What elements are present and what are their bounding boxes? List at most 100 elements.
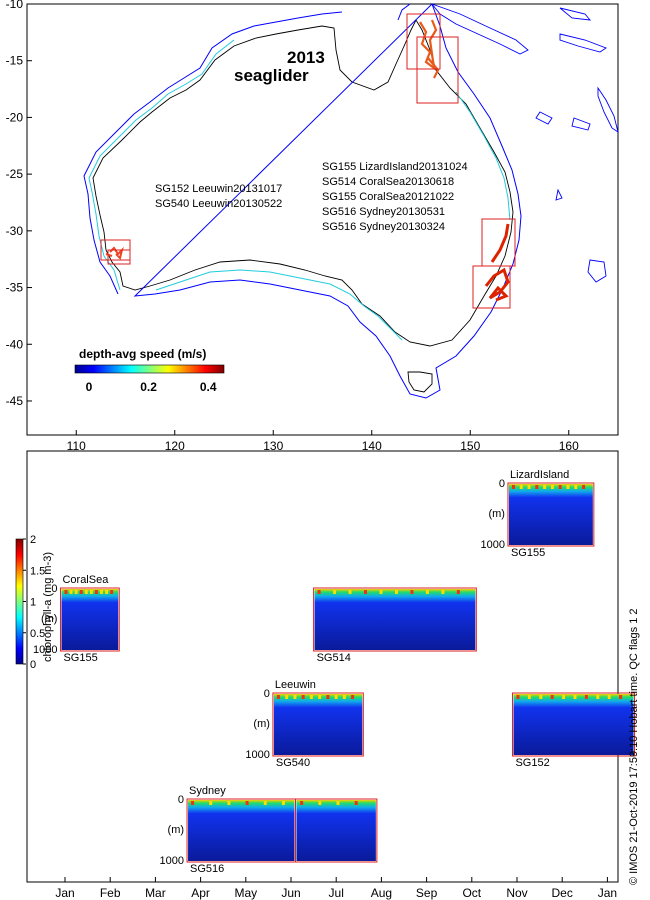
- section-region-label: LizardIsland: [510, 469, 569, 481]
- surface-bloom: [318, 695, 322, 699]
- surface-bloom: [441, 590, 445, 594]
- timeline-x-tick-label: Aug: [371, 886, 392, 900]
- speed-colorbar: [74, 364, 225, 374]
- surface-bloom: [562, 695, 566, 699]
- region-box-lizard: [406, 13, 441, 70]
- section-data: [61, 589, 119, 650]
- timeline-x-tick-label: Mar: [145, 886, 166, 900]
- section-glider-label: SG514: [317, 652, 351, 664]
- surface-bloom: [263, 801, 267, 805]
- surface-bloom: [516, 695, 520, 699]
- map-legend-left: SG152 Leeuwin20131017 SG540 Leeuwin201305…: [155, 183, 282, 210]
- map-y-tick-label: -40: [6, 337, 24, 351]
- map-x-tick-label: 140: [362, 439, 382, 453]
- surface-bloom: [105, 590, 109, 594]
- section-glider-label: SG540: [276, 757, 310, 769]
- section-depth-bottom: 1000: [33, 644, 57, 656]
- timeline-x-tick-label: Dec: [552, 886, 573, 900]
- surface-bloom: [394, 590, 398, 594]
- chl-colorbar-tick-label: 2: [30, 534, 36, 546]
- map-y-tick-label: -25: [6, 167, 24, 181]
- surface-bloom: [425, 590, 429, 594]
- section-panels: LizardIsland 0 (m) 1000 SG155 CoralSea0(m)100…: [33, 469, 636, 875]
- surface-bloom: [276, 695, 280, 699]
- map-frame: [26, 3, 619, 436]
- surface-bloom: [558, 485, 562, 489]
- section-box: [272, 692, 364, 757]
- section-depth-top: 0: [264, 688, 270, 700]
- section-panel: CoralSea 0 (m) 1000 SG155: [33, 574, 120, 664]
- map-x-ticks: 110 120 130 140 150 160: [67, 430, 579, 453]
- surface-bloom: [543, 485, 547, 489]
- timeline-frame: [26, 450, 619, 883]
- surface-bloom: [584, 695, 588, 699]
- surface-bloom: [582, 485, 586, 489]
- timeline-x-tick-label: Feb: [100, 886, 121, 900]
- section-region-label: Sydney: [189, 785, 226, 797]
- legend-entry: SG514 CoralSea20130618: [322, 176, 454, 188]
- surface-bloom: [74, 590, 78, 594]
- section-data: [188, 800, 295, 861]
- surface-bloom: [511, 485, 515, 489]
- map-x-tick-label: 120: [165, 439, 185, 453]
- speed-colorbar-tick-label: 0.4: [200, 380, 217, 394]
- legend-entry: SG516 Sydney20130324: [322, 221, 445, 233]
- timeline-x-tick-label: Jun: [281, 886, 300, 900]
- section-data: [273, 694, 363, 755]
- track-sydney: [484, 223, 510, 302]
- surface-bloom: [301, 695, 305, 699]
- section-data: [513, 694, 634, 755]
- legend-entry: SG540 Leeuwin20130522: [155, 198, 282, 210]
- section-glider-label: SG152: [515, 757, 549, 769]
- chl-colorbar: [15, 538, 24, 665]
- section-box: [313, 587, 477, 652]
- track-lizard: [419, 19, 440, 79]
- surface-bloom: [364, 590, 368, 594]
- section-data: [296, 800, 376, 861]
- speed-colorbar-title: depth-avg speed (m/s): [79, 347, 206, 361]
- surface-bloom: [293, 695, 297, 699]
- section-depth-unit: (m): [168, 824, 185, 836]
- map-x-tick-label: 160: [559, 439, 579, 453]
- surface-bloom: [456, 590, 460, 594]
- region-box-sydney-north: [481, 218, 516, 267]
- section-panel: Sydney 0 (m) 1000 SG516: [160, 785, 378, 875]
- chl-colorbar-tick-label: 1: [30, 597, 36, 609]
- surface-bloom: [535, 485, 539, 489]
- surface-bloom: [607, 695, 611, 699]
- section-box: [59, 587, 120, 652]
- legend-entry: SG155 LizardIsland20131024: [322, 161, 468, 173]
- section-glider-label: SG155: [511, 547, 545, 559]
- surface-bloom: [334, 695, 338, 699]
- timeline-x-tick-label: Apr: [191, 886, 210, 900]
- map-y-tick-label: -15: [6, 54, 24, 68]
- chl-colorbar-ticks: 0 0.5 1 1.5 2: [23, 534, 45, 671]
- tasmania: [407, 371, 433, 393]
- map-x-tick-label: 150: [460, 439, 480, 453]
- surface-bloom: [191, 801, 195, 805]
- timeline-x-ticks: Jan Feb Mar Apr May Jun Jul Aug Sep Oct Nov Dec Jan: [55, 877, 617, 900]
- chl-colorbar-title: chlorophyll-a (mg m-3): [42, 551, 54, 662]
- region-box-sydney-south: [472, 265, 511, 309]
- section-depth-top: 0: [178, 794, 184, 806]
- surface-bloom: [227, 801, 231, 805]
- section-panel: Leeuwin 0 (m) 1000 SG540: [245, 679, 364, 769]
- section-region-label: CoralSea: [62, 574, 109, 586]
- surface-bloom: [619, 695, 623, 699]
- surface-bloom: [318, 801, 322, 805]
- chl-colorbar-tick-label: 0.5: [30, 628, 45, 640]
- surface-bloom: [64, 590, 68, 594]
- credit-text: © IMOS 21-Oct-2019 17:59:10 Hobart time.…: [628, 608, 640, 885]
- section-data: [508, 484, 593, 545]
- section-box: [295, 798, 378, 863]
- surface-bloom: [309, 695, 313, 699]
- section-depth-top: 0: [499, 478, 505, 490]
- timeline-x-tick-label: Jan: [55, 886, 74, 900]
- surface-bloom: [574, 485, 578, 489]
- surface-bloom: [281, 801, 285, 805]
- surface-bloom: [550, 485, 554, 489]
- legend-entry: SG155 CoralSea20121022: [322, 191, 454, 203]
- region-box-leeuwin-2: [107, 249, 131, 265]
- speed-colorbar-ticks: 0 0.2 0.4: [86, 380, 217, 394]
- section-box: [511, 692, 636, 757]
